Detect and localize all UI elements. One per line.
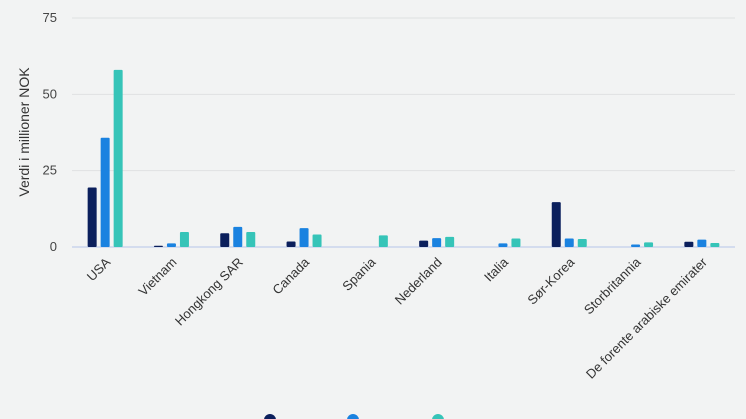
bar bbox=[445, 236, 455, 247]
bar bbox=[153, 245, 163, 247]
bar bbox=[312, 234, 322, 247]
bar bbox=[419, 240, 429, 247]
bar bbox=[100, 137, 110, 247]
bar bbox=[498, 243, 508, 247]
bar bbox=[684, 241, 694, 247]
bar bbox=[631, 244, 641, 247]
x-tick-label: Vietnam bbox=[135, 255, 179, 299]
bar bbox=[233, 226, 243, 247]
x-tick-label: Canada bbox=[269, 254, 312, 297]
legend-marker[interactable] bbox=[264, 414, 276, 419]
x-tick-label: Storbritannia bbox=[581, 254, 644, 317]
bar bbox=[511, 238, 521, 247]
bar bbox=[166, 243, 176, 247]
x-tick-label: Spania bbox=[339, 254, 379, 294]
bar bbox=[644, 242, 654, 247]
y-tick-label: 50 bbox=[43, 86, 57, 101]
bar bbox=[220, 233, 230, 247]
bar bbox=[286, 241, 296, 247]
legend-marker[interactable] bbox=[432, 414, 444, 419]
bar bbox=[577, 239, 587, 247]
bar bbox=[697, 239, 707, 247]
x-tick-label: Hongkong SAR bbox=[172, 255, 246, 329]
x-tick-label: USA bbox=[84, 254, 114, 284]
bar bbox=[299, 228, 309, 247]
y-tick-label: 0 bbox=[50, 239, 57, 254]
bar bbox=[432, 238, 442, 247]
bar bbox=[564, 238, 574, 247]
bar bbox=[179, 232, 189, 247]
y-axis-title: Verdi i millioner NOK bbox=[16, 67, 32, 197]
y-axis-ticks: 0 25 50 75 bbox=[43, 10, 57, 254]
bar bbox=[113, 69, 123, 247]
bar bbox=[710, 243, 720, 247]
gridlines bbox=[72, 17, 735, 248]
x-tick-label: Sør-Korea bbox=[524, 254, 578, 308]
x-tick-label: Italia bbox=[481, 254, 512, 285]
bar bbox=[551, 202, 561, 247]
legend-marker[interactable] bbox=[347, 414, 359, 419]
bar bbox=[87, 187, 97, 247]
bar bbox=[378, 235, 388, 247]
bars bbox=[87, 69, 720, 247]
legend[interactable] bbox=[264, 414, 444, 419]
y-tick-label: 25 bbox=[43, 163, 57, 178]
bar bbox=[246, 232, 256, 247]
y-tick-label: 75 bbox=[43, 10, 57, 25]
x-tick-label: De forente arabiske emirater bbox=[583, 254, 711, 382]
x-tick-label: Nederland bbox=[392, 255, 445, 308]
